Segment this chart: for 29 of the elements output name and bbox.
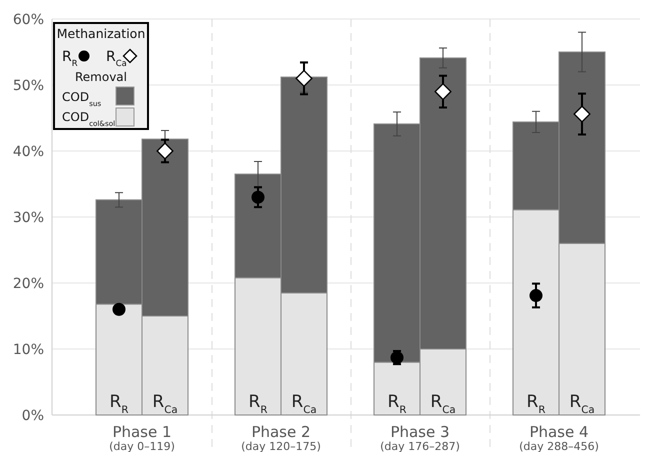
legend-label: R$_{R}$ xyxy=(62,49,78,68)
text: Phase 3 xyxy=(390,423,450,441)
x-tick-label: R$_{Ca}$ xyxy=(430,392,456,416)
x-tick-label: R$_{R}$ xyxy=(388,392,406,416)
text: (day 176–287) xyxy=(380,440,460,452)
x-tick-label: R$_{Ca}$ xyxy=(152,392,178,416)
text: (day 0–119) xyxy=(109,440,175,452)
x-tick-label: R$_{R}$ xyxy=(526,392,546,416)
y-tick-label: 10% xyxy=(12,342,44,358)
legend-label: R$_{Ca}$ xyxy=(106,49,127,68)
y-tick-label: 60% xyxy=(12,12,44,28)
text: Phase 1 xyxy=(112,423,172,441)
x-tick-label: R$_{Ca}$ xyxy=(569,392,595,416)
y-tick-label: 40% xyxy=(12,144,44,160)
text: (day 120–175) xyxy=(241,440,321,452)
y-tick-label: 30% xyxy=(12,210,44,226)
y-tick-label: 20% xyxy=(12,276,44,292)
legend-label: COD$_{col&sol}$ xyxy=(62,110,116,128)
y-tick-label: 0% xyxy=(22,408,44,424)
legend-title: Methanization xyxy=(56,26,146,41)
x-tick-label: R$_{R}$ xyxy=(110,392,128,416)
annotation: Removal xyxy=(74,70,128,84)
text: (day 288–456) xyxy=(519,440,599,452)
legend-label: COD$_{sus}$ xyxy=(62,90,102,108)
y-tick-label: 50% xyxy=(12,78,44,94)
text: Phase 4 xyxy=(529,423,589,441)
text: Phase 2 xyxy=(251,423,311,441)
x-tick-label: R$_{Ca}$ xyxy=(291,392,317,416)
x-tick-label: R$_{R}$ xyxy=(248,392,268,416)
